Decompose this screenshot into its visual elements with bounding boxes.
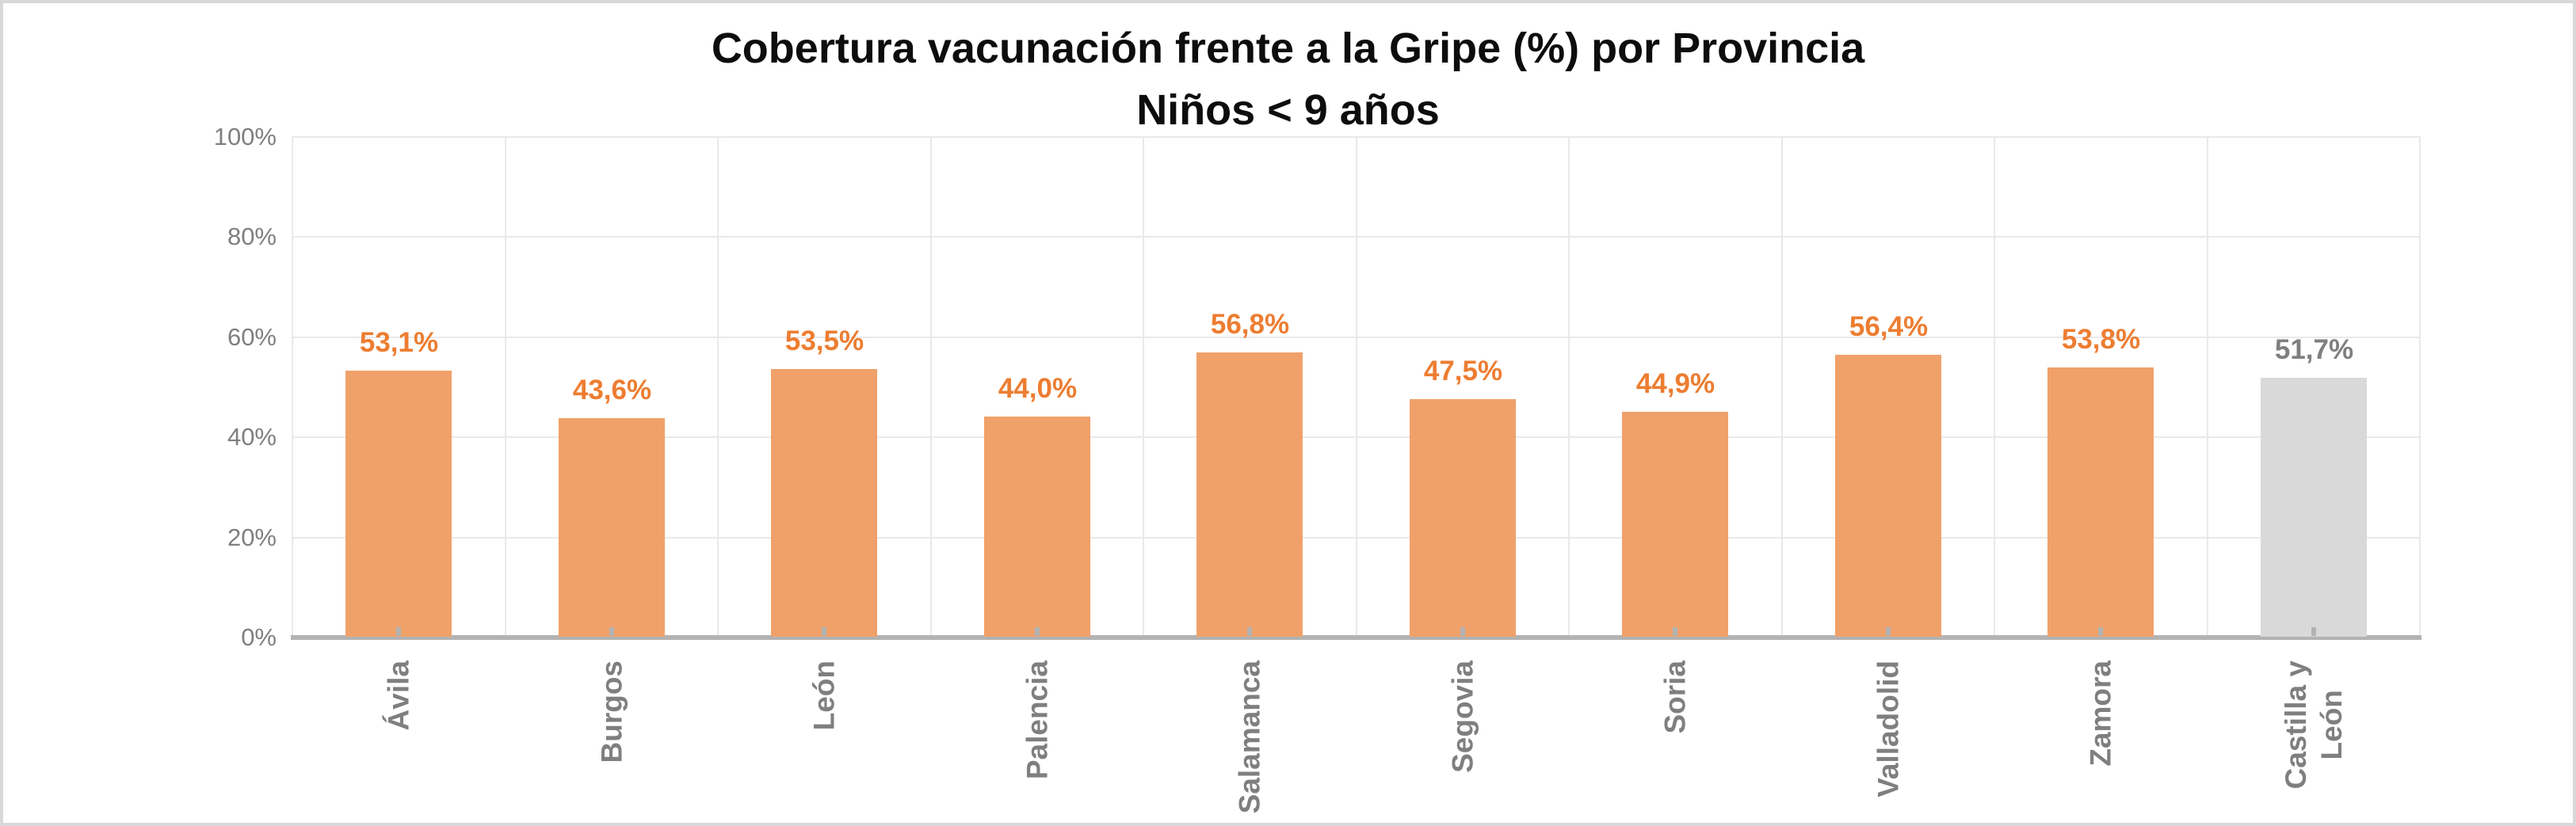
- category-label-segovia: Segovia: [1446, 660, 1479, 773]
- y-axis-tick-label: 20%: [227, 523, 277, 551]
- value-label-burgos: 43,6%: [572, 375, 652, 405]
- value-label-avila: 53,1%: [359, 327, 439, 358]
- bar-zamora: [2047, 367, 2154, 637]
- plot-area: 0% 20% 40% 60% 80% 100% 53,1% Ávila 43,6% Burgos 5…: [3, 3, 2573, 823]
- category-label-avila: Ávila: [382, 660, 415, 731]
- value-label-leon: 53,5%: [784, 325, 864, 356]
- value-label-palencia: 44,0%: [998, 373, 1078, 404]
- x-axis-tick: [1035, 627, 1040, 636]
- gridline-vertical: [930, 137, 932, 638]
- category-label-burgos: Burgos: [595, 660, 628, 763]
- value-label-zamora: 53,8%: [2061, 324, 2141, 355]
- x-axis-tick: [1673, 627, 1677, 636]
- x-axis-tick: [396, 627, 401, 636]
- x-axis-tick: [2098, 627, 2103, 636]
- gridline-vertical: [1143, 137, 1144, 638]
- y-axis-tick-label: 0%: [241, 623, 277, 651]
- gridline-vertical: [1568, 137, 1570, 638]
- bar-leon: [771, 369, 877, 637]
- category-label-zamora: Zamora: [2084, 660, 2117, 767]
- bar-soria: [1622, 412, 1728, 637]
- value-label-soria: 44,9%: [1635, 368, 1715, 399]
- x-axis-tick: [1460, 627, 1465, 636]
- y-axis-tick-label: 40%: [227, 423, 277, 451]
- y-axis-tick-label: 60%: [227, 323, 277, 351]
- category-label-leon: León: [807, 660, 841, 731]
- x-axis-tick: [2311, 627, 2316, 636]
- chart-title-line-2: Niños < 9 años: [1136, 86, 1440, 134]
- category-label-salamanca: Salamanca: [1233, 660, 1266, 814]
- x-axis-tick: [1247, 627, 1252, 636]
- y-axis-tick-label: 80%: [227, 223, 277, 250]
- bar-valladolid: [1835, 355, 1941, 637]
- value-label-valladolid: 56,4%: [1849, 311, 1929, 342]
- x-axis-tick: [609, 627, 614, 636]
- gridline-vertical: [717, 137, 719, 638]
- category-label-valladolid: Valladolid: [1872, 660, 1905, 797]
- value-label-segovia: 47,5%: [1423, 356, 1503, 386]
- gridline-vertical: [1994, 137, 1995, 638]
- x-axis-line: [291, 635, 2421, 640]
- bar-burgos: [559, 418, 665, 637]
- bar-salamanca: [1196, 352, 1303, 637]
- value-label-castilla-y-leon: 51,7%: [2274, 334, 2354, 365]
- bar-palencia: [984, 417, 1090, 637]
- category-label-soria: Soria: [1658, 660, 1692, 734]
- category-label-palencia: Palencia: [1021, 660, 1054, 780]
- value-label-salamanca: 56,8%: [1210, 309, 1290, 340]
- bar-segovia: [1410, 399, 1516, 637]
- gridline-vertical: [2419, 137, 2421, 638]
- x-axis-tick: [822, 627, 826, 636]
- y-axis-tick-label: 100%: [213, 123, 277, 150]
- gridline-vertical: [2207, 137, 2208, 638]
- bar-avila: [345, 371, 452, 637]
- chart-title: Cobertura vacunación frente a la Gripe (…: [3, 17, 2573, 141]
- gridline-vertical: [1356, 137, 1357, 638]
- chart-title-line-1: Cobertura vacunación frente a la Gripe (…: [711, 25, 1865, 72]
- category-label-castilla-y-leon: Castilla y León: [2280, 660, 2348, 790]
- x-axis-tick: [1886, 627, 1891, 636]
- gridline-vertical: [1781, 137, 1783, 638]
- gridline-vertical: [505, 137, 506, 638]
- gridline-vertical: [292, 137, 293, 638]
- bar-castilla-y-leon: [2261, 378, 2367, 637]
